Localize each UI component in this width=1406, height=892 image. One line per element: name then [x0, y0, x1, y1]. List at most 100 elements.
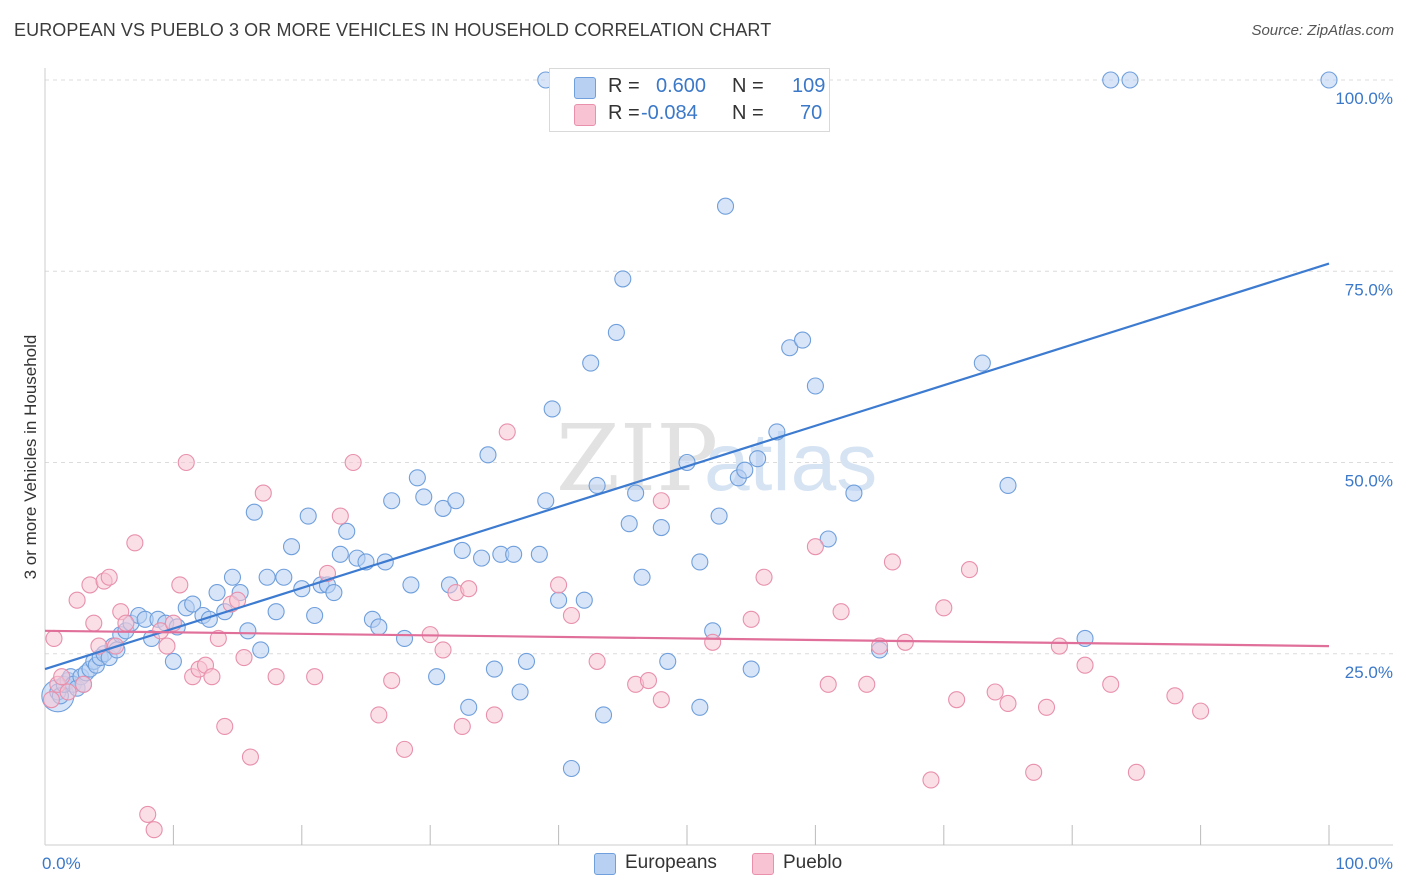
- pueblo-point-19: [158, 637, 176, 655]
- europeans-point-45: [306, 606, 324, 625]
- europeans-point-107: [973, 354, 991, 372]
- pueblo-point-56: [704, 633, 722, 651]
- pueblo-point-73: [1037, 698, 1056, 716]
- series-pueblo: [42, 423, 1210, 839]
- gridlines: [45, 79, 1393, 655]
- europeans-point-71: [511, 683, 529, 701]
- europeans-point-86: [627, 484, 645, 502]
- europeans-point-105: [845, 484, 863, 502]
- europeans-legend-label: Europeans: [625, 852, 717, 873]
- europeans-point-48: [325, 583, 343, 602]
- europeans-point-91: [691, 698, 709, 716]
- pueblo-point-32: [241, 748, 259, 766]
- pueblo-point-53: [639, 671, 658, 690]
- europeans-n-value: 109: [792, 75, 826, 97]
- europeans-point-73: [517, 652, 536, 670]
- series-europeans: [41, 71, 1338, 778]
- europeans-top-point-4: [1320, 71, 1338, 89]
- pueblo-point-68: [948, 691, 966, 709]
- chart-title: EUROPEAN VS PUEBLO 3 OR MORE VEHICLES IN…: [14, 20, 772, 40]
- pueblo-point-14: [117, 614, 135, 632]
- europeans-point-103: [806, 377, 824, 395]
- pueblo-point-15: [126, 534, 144, 552]
- europeans-point-58: [402, 576, 420, 594]
- europeans-point-65: [453, 541, 471, 560]
- correlation-legend: R = 0.600 N = 109 R = -0.084 N = 70: [549, 68, 830, 132]
- x-tick-label-max: 100.0%: [1335, 854, 1393, 873]
- europeans-point-29: [184, 595, 202, 613]
- pueblo-point-27: [209, 629, 227, 648]
- europeans-point-89: [659, 652, 677, 670]
- pueblo-point-33: [254, 484, 272, 502]
- pueblo-trendline: [44, 629, 1330, 648]
- europeans-point-39: [258, 568, 276, 586]
- europeans-point-54: [370, 618, 388, 636]
- pueblo-point-37: [331, 507, 349, 525]
- pueblo-r-value: -0.084: [641, 102, 698, 124]
- pueblo-point-4: [59, 683, 77, 701]
- europeans-point-92: [691, 553, 709, 571]
- europeans-point-41: [275, 568, 293, 586]
- pueblo-point-50: [562, 606, 580, 625]
- pueblo-point-54: [652, 492, 670, 510]
- europeans-point-104: [819, 530, 837, 548]
- pueblo-point-58: [755, 568, 773, 586]
- y-tick-label-50: 50.0%: [1345, 472, 1393, 491]
- pueblo-point-64: [883, 553, 901, 571]
- europeans-point-26: [164, 652, 182, 670]
- pueblo-point-40: [383, 671, 401, 690]
- europeans-point-76: [543, 400, 561, 418]
- pueblo-point-28: [216, 717, 234, 735]
- europeans-point-59: [408, 469, 426, 487]
- pueblo-n-value: 70: [800, 102, 823, 124]
- europeans-top-point-2: [1102, 71, 1120, 89]
- pueblo-point-21: [171, 576, 189, 594]
- pueblo-point-66: [922, 771, 940, 789]
- pueblo-point-48: [498, 423, 516, 441]
- europeans-point-79: [575, 591, 593, 609]
- pueblo-legend-label: Pueblo: [783, 852, 843, 873]
- europeans-point-87: [633, 568, 651, 586]
- pueblo-point-5: [68, 591, 86, 609]
- pueblo-point-71: [999, 694, 1017, 713]
- y-tick-label-25: 25.0%: [1345, 663, 1393, 682]
- pueblo-legend-swatch: [752, 853, 774, 875]
- y-tick-label-75: 75.0%: [1345, 280, 1393, 299]
- europeans-n-label: N =: [732, 75, 764, 97]
- pueblo-point-67: [935, 599, 953, 617]
- europeans-point-80: [582, 354, 600, 372]
- pueblo-point-22: [177, 453, 195, 472]
- europeans-r-value: 0.600: [656, 75, 707, 97]
- europeans-point-85: [620, 515, 638, 533]
- europeans-point-81: [588, 476, 606, 495]
- europeans-point-72: [505, 545, 523, 563]
- pueblo-point-6: [74, 675, 93, 693]
- europeans-point-56: [383, 492, 401, 510]
- pueblo-point-17: [145, 821, 163, 839]
- europeans-r-label: R =: [608, 75, 640, 97]
- europeans-point-75: [537, 492, 555, 510]
- trendlines: [44, 262, 1330, 671]
- pueblo-point-70: [986, 683, 1004, 701]
- europeans-point-57: [395, 629, 414, 648]
- pueblo-point-39: [370, 706, 388, 724]
- pueblo-point-60: [819, 675, 837, 693]
- europeans-point-61: [428, 668, 446, 686]
- europeans-legend-swatch: [594, 853, 616, 875]
- pueblo-point-78: [1166, 687, 1184, 705]
- pueblo-point-35: [306, 668, 324, 686]
- europeans-point-66: [460, 698, 478, 716]
- europeans-point-94: [710, 507, 728, 525]
- pueblo-point-77: [1127, 763, 1145, 781]
- europeans-point-37: [245, 503, 263, 521]
- pueblo-point-43: [434, 641, 452, 659]
- pueblo-point-8: [85, 614, 103, 632]
- pueblo-point-69: [960, 561, 979, 579]
- pueblo-point-79: [1192, 702, 1210, 720]
- europeans-point-36: [239, 622, 257, 640]
- pueblo-point-49: [550, 576, 568, 594]
- europeans-top-point-3: [1121, 71, 1139, 89]
- pueblo-point-34: [267, 668, 285, 686]
- tick-labels: 25.0% 50.0% 75.0% 100.0% 0.0% 100.0%: [42, 89, 1393, 873]
- europeans-point-60: [415, 488, 433, 506]
